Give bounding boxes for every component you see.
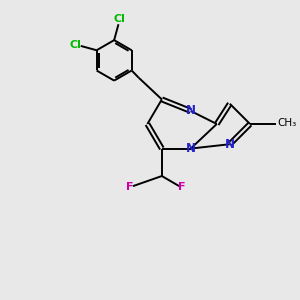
Text: N: N (186, 104, 196, 118)
Text: F: F (178, 182, 186, 192)
Text: F: F (126, 182, 134, 192)
Text: CH₃: CH₃ (278, 118, 297, 128)
Text: N: N (186, 142, 196, 155)
Text: Cl: Cl (113, 14, 125, 24)
Text: N: N (225, 138, 235, 151)
Text: Cl: Cl (70, 40, 81, 50)
